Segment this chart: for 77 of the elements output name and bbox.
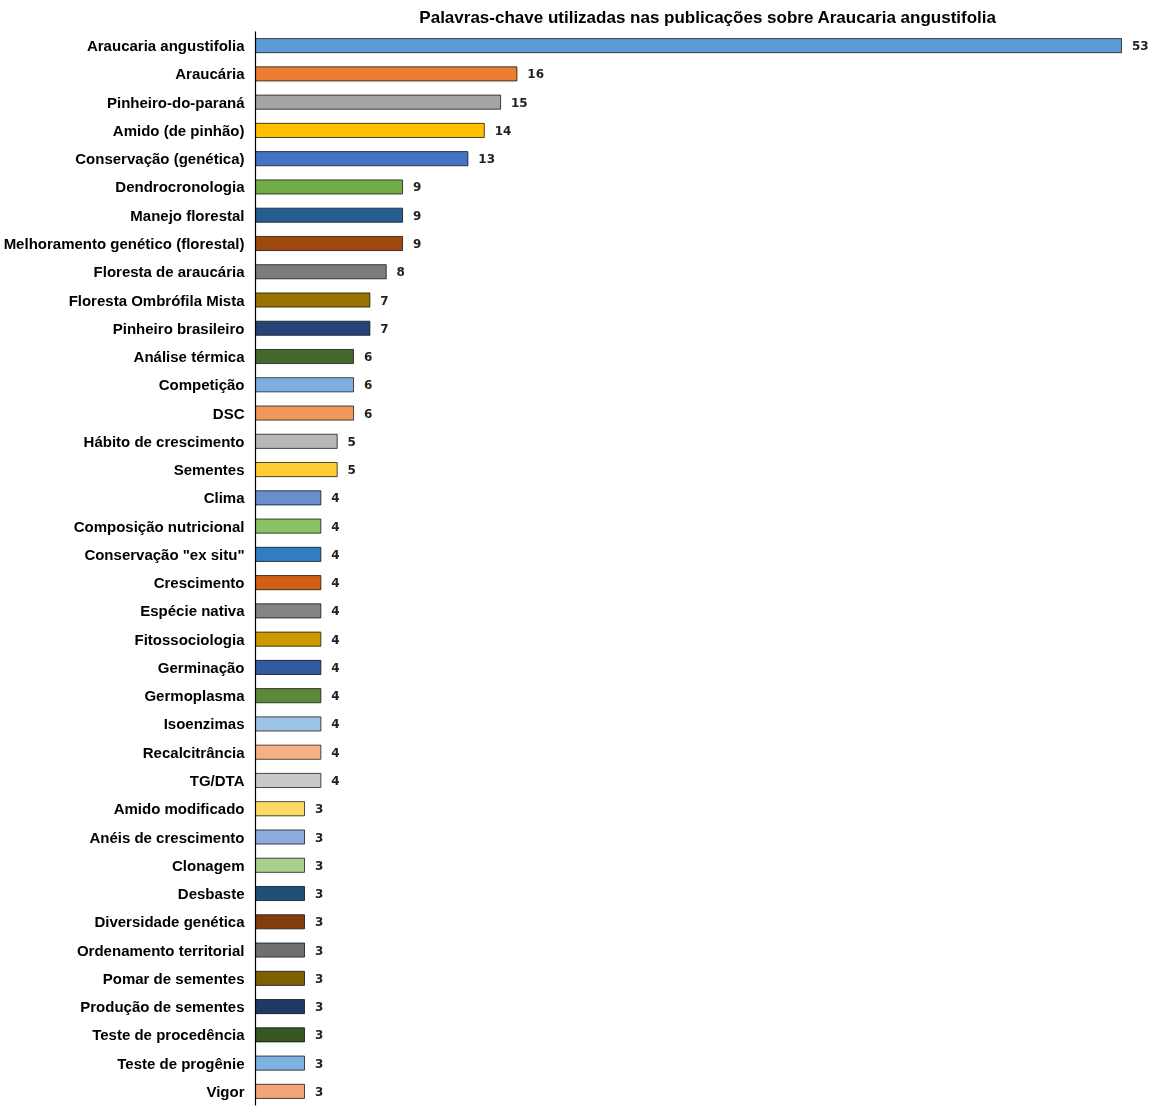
y-tick-label: Anéis de crescimento <box>89 828 245 846</box>
y-tick-label: Pomar de sementes <box>102 969 245 987</box>
data-label: 3 <box>314 830 324 845</box>
data-label: 5 <box>347 463 356 478</box>
y-tick-label: Melhoramento genético (florestal) <box>3 234 245 252</box>
y-tick-label: Floresta de araucária <box>93 263 246 281</box>
y-tick-label: Teste de progênie <box>117 1054 245 1072</box>
y-tick-label: DSC <box>212 404 245 422</box>
y-tick-label: Germoplasma <box>144 687 246 705</box>
y-tick-label: Recalcitrância <box>142 743 246 761</box>
y-tick-label: Desbaste <box>177 885 245 903</box>
y-tick-label: Sementes <box>173 461 245 479</box>
data-label: 3 <box>314 971 324 986</box>
y-tick-label: Araucaria angustifolia <box>86 37 246 55</box>
data-label: 16 <box>527 67 545 82</box>
data-label: 6 <box>363 378 373 393</box>
y-tick-label: Espécie nativa <box>140 602 246 620</box>
chart-title: Palavras-chave utilizadas nas publicações sobre Araucaria angustifolia <box>419 7 997 27</box>
data-label: 4 <box>331 689 340 704</box>
data-label: 4 <box>331 773 340 788</box>
data-label: 4 <box>331 604 340 619</box>
y-tick-label: Manejo florestal <box>130 206 245 224</box>
data-label: 3 <box>314 858 324 873</box>
data-label: 3 <box>314 1000 324 1015</box>
y-tick-label: Competição <box>158 376 245 394</box>
y-tick-label: Produção de sementes <box>80 998 245 1016</box>
y-tick-label: Clima <box>203 489 246 507</box>
y-tick-label: Composição nutricional <box>73 517 245 535</box>
data-label: 4 <box>331 576 340 591</box>
y-tick-label: Teste de procedência <box>92 1026 246 1044</box>
data-label: 3 <box>314 915 324 930</box>
y-tick-label: Análise térmica <box>133 348 246 366</box>
y-tick-label: Hábito de crescimento <box>83 432 245 450</box>
data-label: 15 <box>510 95 528 110</box>
data-label: 4 <box>331 660 340 675</box>
data-label: 4 <box>331 745 340 760</box>
data-label: 9 <box>412 236 422 251</box>
data-label: 3 <box>314 1028 324 1043</box>
y-tick-label: Diversidade genética <box>94 913 246 931</box>
data-label: 9 <box>412 180 422 195</box>
data-label: 7 <box>380 321 389 336</box>
y-tick-label: Vigor <box>206 1082 245 1100</box>
y-tick-label: Crescimento <box>153 574 245 592</box>
y-tick-label: Fitossociologia <box>134 630 246 648</box>
y-tick-label: Conservação (genética) <box>75 150 245 168</box>
data-label: 4 <box>331 547 340 562</box>
data-label: 13 <box>478 152 496 167</box>
data-label: 6 <box>363 350 373 365</box>
y-tick-label: Conservação "ex situ" <box>84 545 245 563</box>
y-tick-label: Amido (de pinhão) <box>112 121 245 139</box>
y-tick-label: Floresta Ombrófila Mista <box>68 291 246 309</box>
data-label: 8 <box>396 265 405 280</box>
data-label: 3 <box>314 802 324 817</box>
data-label: 4 <box>331 632 340 647</box>
data-label: 14 <box>494 123 512 138</box>
y-tick-label: Germinação <box>157 658 245 676</box>
y-tick-label: Ordenamento territorial <box>76 941 245 959</box>
data-label: 4 <box>331 519 340 534</box>
y-tick-label: Araucária <box>175 65 246 83</box>
data-label: 3 <box>314 943 324 958</box>
y-tick-label: Pinheiro-do-paraná <box>106 93 246 111</box>
data-label: 9 <box>412 208 422 223</box>
data-label: 3 <box>314 1084 324 1099</box>
y-tick-label: Amido modificado <box>113 800 245 818</box>
y-tick-label: Pinheiro brasileiro <box>112 319 245 337</box>
data-label: 5 <box>347 434 356 449</box>
data-label: 7 <box>380 293 389 308</box>
data-label: 4 <box>331 717 340 732</box>
data-label: 4 <box>331 491 340 506</box>
y-tick-label: Isoenzimas <box>163 715 245 733</box>
y-tick-label: TG/DTA <box>189 771 245 789</box>
data-label: 3 <box>314 1056 324 1071</box>
y-tick-label: Clonagem <box>171 856 245 874</box>
data-label: 6 <box>363 406 373 421</box>
data-label: 53 <box>1131 39 1149 54</box>
data-label: 3 <box>314 887 324 902</box>
y-tick-label: Dendrocronologia <box>115 178 246 196</box>
